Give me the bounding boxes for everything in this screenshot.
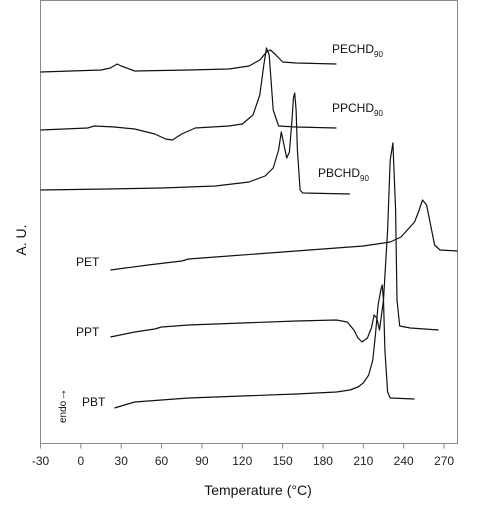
- series-label-pbt: PBT: [82, 395, 106, 409]
- series-label-pechd: PECHD90: [332, 42, 383, 59]
- endo-label: endo: [58, 400, 69, 423]
- plot-frame: [40, 0, 458, 444]
- x-tick-label-0: -30: [32, 454, 50, 468]
- x-axis-ticks: [40, 443, 445, 449]
- endo-arrow-icon: →: [54, 388, 69, 401]
- series-line-pbt: [114, 284, 415, 409]
- x-tick-label-3: 60: [155, 454, 169, 468]
- series-curves: [40, 47, 458, 409]
- x-tick-label-1: 0: [78, 454, 85, 468]
- series-label-pet: PET: [76, 255, 100, 269]
- series-label-ppchd: PPCHD90: [332, 101, 383, 118]
- series-labels: PECHD90 PPCHD90 PBCHD90 PET PPT PBT: [76, 42, 383, 409]
- series-line-pbchd: [40, 92, 350, 195]
- x-tick-label-7: 180: [313, 454, 333, 468]
- x-tick-label-9: 240: [394, 454, 414, 468]
- x-tick-label-5: 120: [232, 454, 252, 468]
- series-label-ppt: PPT: [76, 325, 100, 339]
- series-line-ppt: [110, 142, 439, 343]
- x-axis-tick-labels: -30 0 30 60 90 120 150 180 210 240 270: [32, 454, 455, 468]
- series-line-pet: [110, 199, 458, 271]
- series-line-ppchd: [40, 47, 337, 141]
- x-tick-label-4: 90: [195, 454, 209, 468]
- series-label-pbchd: PBCHD90: [318, 166, 369, 183]
- y-axis-title: A. U.: [13, 224, 29, 255]
- x-tick-label-10: 270: [434, 454, 454, 468]
- x-tick-label-8: 210: [353, 454, 373, 468]
- x-axis-title: Temperature (°C): [204, 482, 312, 498]
- series-line-pechd: [40, 49, 337, 73]
- endo-indicator: endo →: [54, 388, 69, 423]
- x-tick-label-6: 150: [273, 454, 293, 468]
- x-tick-label-2: 30: [115, 454, 129, 468]
